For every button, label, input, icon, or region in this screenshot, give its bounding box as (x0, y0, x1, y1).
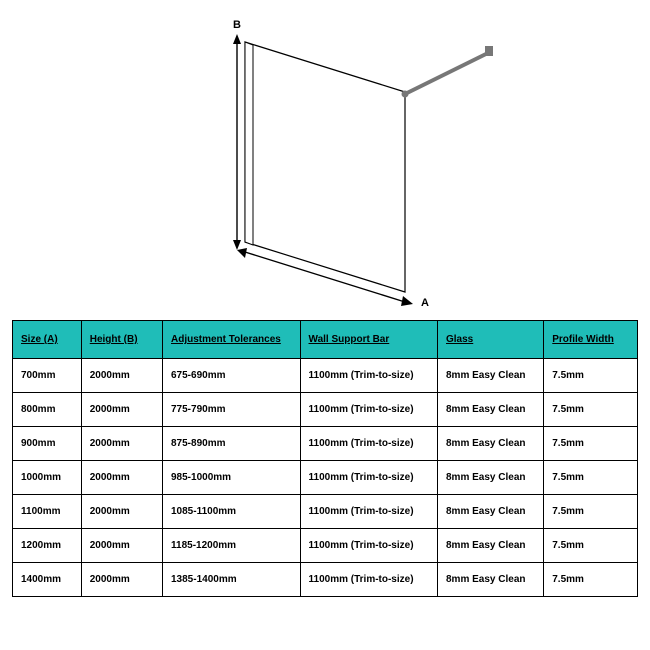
cell-tolerance: 675-690mm (163, 359, 301, 393)
cell-profile: 7.5mm (544, 393, 638, 427)
arrow-b-head-bottom (233, 240, 241, 250)
cell-tolerance: 1085-1100mm (163, 495, 301, 529)
glass-panel-outline (245, 42, 405, 292)
cell-size: 1100mm (13, 495, 82, 529)
table-row: 700mm 2000mm 675-690mm 1100mm (Trim-to-s… (13, 359, 638, 393)
cell-size: 1200mm (13, 529, 82, 563)
panel-svg: B A (155, 12, 495, 312)
arrow-a-head-left (237, 248, 247, 258)
cell-tolerance: 875-890mm (163, 427, 301, 461)
cell-size: 800mm (13, 393, 82, 427)
cell-glass: 8mm Easy Clean (438, 563, 544, 597)
cell-height: 2000mm (81, 359, 162, 393)
cell-height: 2000mm (81, 393, 162, 427)
cell-glass: 8mm Easy Clean (438, 359, 544, 393)
cell-size: 1400mm (13, 563, 82, 597)
cell-bar: 1100mm (Trim-to-size) (300, 461, 438, 495)
cell-tolerance: 1385-1400mm (163, 563, 301, 597)
table-row: 1000mm 2000mm 985-1000mm 1100mm (Trim-to… (13, 461, 638, 495)
wall-profile (245, 42, 253, 245)
cell-size: 1000mm (13, 461, 82, 495)
table-row: 1100mm 2000mm 1085-1100mm 1100mm (Trim-t… (13, 495, 638, 529)
table-row: 1400mm 2000mm 1385-1400mm 1100mm (Trim-t… (13, 563, 638, 597)
support-bar-wall-bracket (485, 46, 493, 56)
cell-bar: 1100mm (Trim-to-size) (300, 529, 438, 563)
cell-profile: 7.5mm (544, 563, 638, 597)
support-bar-joint (402, 91, 409, 98)
cell-bar: 1100mm (Trim-to-size) (300, 563, 438, 597)
cell-glass: 8mm Easy Clean (438, 461, 544, 495)
panel-diagram: B A (12, 12, 638, 312)
cell-profile: 7.5mm (544, 495, 638, 529)
cell-bar: 1100mm (Trim-to-size) (300, 495, 438, 529)
col-support-bar: Wall Support Bar (300, 321, 438, 359)
cell-height: 2000mm (81, 529, 162, 563)
cell-height: 2000mm (81, 461, 162, 495)
cell-bar: 1100mm (Trim-to-size) (300, 359, 438, 393)
cell-bar: 1100mm (Trim-to-size) (300, 427, 438, 461)
table-row: 900mm 2000mm 875-890mm 1100mm (Trim-to-s… (13, 427, 638, 461)
cell-height: 2000mm (81, 563, 162, 597)
cell-glass: 8mm Easy Clean (438, 529, 544, 563)
col-size: Size (A) (13, 321, 82, 359)
cell-profile: 7.5mm (544, 529, 638, 563)
cell-profile: 7.5mm (544, 427, 638, 461)
table-row: 1200mm 2000mm 1185-1200mm 1100mm (Trim-t… (13, 529, 638, 563)
cell-tolerance: 1185-1200mm (163, 529, 301, 563)
cell-bar: 1100mm (Trim-to-size) (300, 393, 438, 427)
support-bar (405, 52, 490, 94)
cell-tolerance: 775-790mm (163, 393, 301, 427)
label-a: A (421, 297, 429, 309)
table-body: 700mm 2000mm 675-690mm 1100mm (Trim-to-s… (13, 359, 638, 597)
cell-tolerance: 985-1000mm (163, 461, 301, 495)
col-glass: Glass (438, 321, 544, 359)
cell-glass: 8mm Easy Clean (438, 393, 544, 427)
arrow-b-head-top (233, 34, 241, 44)
table-header-row: Size (A) Height (B) Adjustment Tolerance… (13, 321, 638, 359)
col-tolerance: Adjustment Tolerances (163, 321, 301, 359)
cell-glass: 8mm Easy Clean (438, 427, 544, 461)
cell-profile: 7.5mm (544, 461, 638, 495)
arrow-a-head-right (401, 296, 413, 306)
cell-height: 2000mm (81, 495, 162, 529)
cell-size: 900mm (13, 427, 82, 461)
cell-profile: 7.5mm (544, 359, 638, 393)
label-b: B (233, 19, 241, 31)
col-height: Height (B) (81, 321, 162, 359)
cell-size: 700mm (13, 359, 82, 393)
spec-table: Size (A) Height (B) Adjustment Tolerance… (12, 320, 638, 597)
cell-glass: 8mm Easy Clean (438, 495, 544, 529)
arrow-a-shaft (245, 252, 405, 302)
table-row: 800mm 2000mm 775-790mm 1100mm (Trim-to-s… (13, 393, 638, 427)
cell-height: 2000mm (81, 427, 162, 461)
col-profile: Profile Width (544, 321, 638, 359)
